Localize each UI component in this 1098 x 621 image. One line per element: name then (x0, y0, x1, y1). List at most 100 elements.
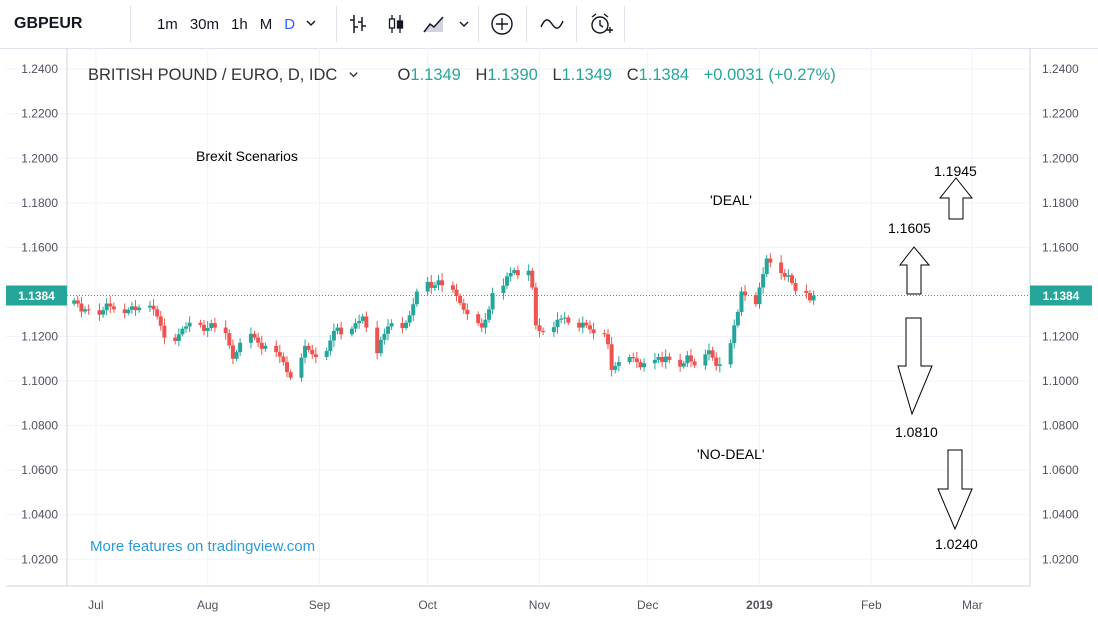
annotation-target-4: 1.0240 (935, 536, 978, 552)
annotation-no-deal: 'NO-DEAL' (697, 446, 765, 462)
candle-body (606, 334, 611, 345)
candle-body (735, 311, 740, 326)
chevron-down-icon[interactable] (454, 0, 474, 48)
candle-body (688, 355, 693, 362)
candle-body (501, 285, 506, 294)
right-price-axis: 1.24001.22001.20001.18001.16001.14001.12… (1042, 62, 1079, 566)
candle-body (461, 303, 466, 310)
candle-body (490, 293, 495, 310)
candle-body (678, 359, 683, 367)
interval-30m[interactable]: 30m (189, 15, 219, 33)
legend-close-value: 1.1384 (638, 66, 690, 84)
candle-body (198, 322, 203, 325)
candle-body (732, 325, 737, 344)
toolbar-divider (624, 6, 625, 42)
tradingview-link[interactable]: More features on tradingview.com (90, 538, 316, 555)
candle-body (129, 306, 134, 310)
candle-body (378, 339, 383, 354)
arrow-down-no-deal-upper (897, 317, 933, 416)
candle-body (591, 329, 596, 334)
candle-body (360, 316, 365, 321)
candle-body (414, 291, 419, 305)
candle-body (667, 356, 672, 360)
add-indicator-icon[interactable] (484, 0, 520, 48)
legend-chevron-down-icon[interactable] (348, 66, 364, 84)
candle-body (335, 327, 340, 331)
interval-1m[interactable]: 1m (156, 15, 178, 33)
legend-high-value: 1.1390 (487, 66, 538, 84)
candle-body (483, 319, 488, 328)
candle-body (703, 354, 708, 366)
right-y-tick-label: 1.0800 (1042, 419, 1079, 433)
last-price-left-badge (6, 285, 67, 306)
candle-body (432, 285, 437, 288)
toolbar-divider (478, 6, 479, 42)
x-tick-label: 2019 (746, 598, 773, 612)
candle-body (616, 362, 621, 366)
interval-1h[interactable]: 1h (231, 15, 248, 33)
candle-body (811, 295, 816, 301)
candle-body (793, 283, 798, 291)
legend-open-label: O (397, 66, 411, 84)
x-tick-label: Dec (637, 598, 658, 612)
area-icon[interactable] (416, 0, 452, 48)
candle-body (230, 345, 235, 359)
candle-body (122, 309, 127, 314)
candles-icon[interactable] (378, 0, 414, 48)
candle-body (555, 319, 560, 328)
candle-body (537, 325, 542, 331)
x-tick-label: Nov (529, 598, 550, 612)
candle-body (714, 357, 719, 366)
candle-body (158, 316, 163, 326)
right-y-tick-label: 1.1600 (1042, 240, 1079, 254)
left-y-tick-label: 1.0600 (21, 463, 58, 477)
candle-body (580, 322, 585, 328)
alert-icon[interactable] (582, 0, 620, 48)
candle-body (328, 340, 333, 351)
last-price-left-label: 1.1384 (18, 289, 55, 303)
candle-body (486, 309, 491, 320)
x-tick-label: Sep (309, 598, 331, 612)
top-toolbar: GBPEUR 1m 30m 1h M D (0, 0, 1098, 49)
bar-style-icon[interactable] (340, 0, 376, 48)
candle-body (681, 363, 686, 367)
interval-month[interactable]: M (259, 15, 273, 33)
right-y-tick-label: 1.1200 (1042, 329, 1079, 343)
candle-body (465, 309, 470, 315)
candle-body (285, 362, 290, 373)
interval-day[interactable]: D (284, 15, 296, 33)
candle-body (436, 280, 441, 286)
chevron-down-icon[interactable] (305, 16, 317, 33)
scenario-arrows (897, 177, 974, 531)
legend-low-value: 1.1349 (561, 66, 613, 84)
candles (72, 253, 816, 382)
legend-close-label: C (626, 66, 639, 84)
candle-body (386, 326, 390, 334)
candle-body (458, 295, 463, 304)
candle-body (234, 352, 239, 359)
candle-body (782, 273, 787, 277)
toolbar-divider (526, 6, 527, 42)
toolbar-divider (576, 6, 577, 42)
price-chart[interactable]: 1.24001.22001.20001.18001.16001.14001.12… (0, 48, 1098, 621)
x-tick-label: Oct (418, 598, 437, 612)
candle-body (807, 293, 812, 301)
candle-body (389, 323, 394, 327)
candle-body (508, 273, 513, 277)
right-y-tick-label: 1.1800 (1042, 196, 1079, 210)
compare-icon[interactable] (532, 0, 572, 48)
candle-body (259, 342, 264, 349)
annotation-title: Brexit Scenarios (196, 148, 298, 164)
candle-body (382, 333, 387, 340)
arrow-up-deal-lower (898, 246, 931, 295)
candle-body (562, 317, 567, 319)
candle-body (86, 309, 91, 311)
x-tick-label: Feb (861, 598, 882, 612)
symbol-search[interactable]: GBPEUR (6, 0, 124, 48)
candle-body (551, 327, 556, 333)
candle-body (407, 315, 412, 323)
interval-group: 1m 30m 1h M D (136, 0, 332, 48)
annotation-deal: 'DEAL' (710, 192, 752, 208)
candle-body (609, 344, 614, 370)
candle-body (133, 306, 138, 311)
